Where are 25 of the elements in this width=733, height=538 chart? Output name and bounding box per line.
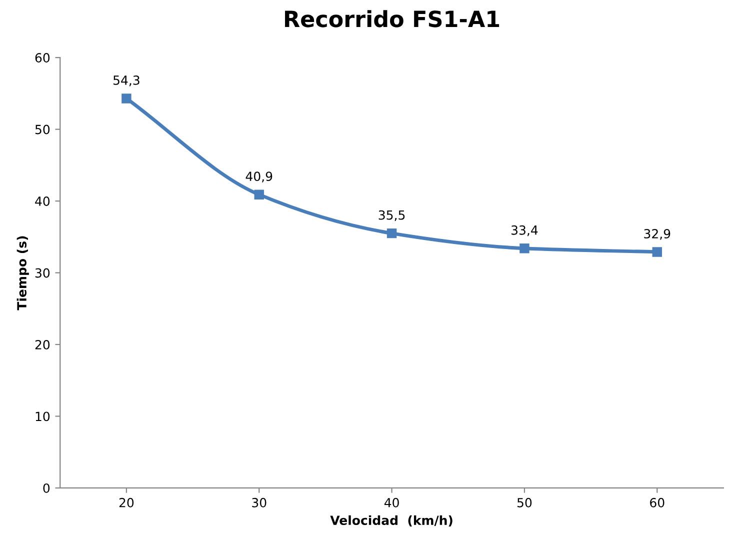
y-tick-label: 0	[43, 483, 50, 493]
x-tick-label: 50	[517, 498, 532, 508]
x-tick-label: 20	[119, 498, 134, 508]
data-label: 40,9	[246, 172, 272, 182]
chart-title: Recorrido FS1-A1	[285, 10, 500, 28]
y-tick-label: 60	[35, 53, 50, 62]
y-axis-title: Tiempo (s)	[16, 236, 29, 310]
x-tick-label: 30	[252, 498, 266, 508]
data-label: 35,5	[378, 210, 405, 222]
point	[520, 244, 530, 254]
data-label: 32,9	[644, 228, 670, 240]
point	[386, 228, 397, 238]
y-tick-label: 30	[35, 268, 50, 278]
x-tick-label: 40	[384, 498, 399, 508]
point	[122, 94, 132, 104]
y-tick-label: 50	[35, 124, 50, 134]
point	[254, 190, 264, 200]
x-tick-label: 60	[650, 498, 664, 508]
y-tick-label: 10	[36, 412, 50, 422]
data-label: 54,3	[113, 75, 140, 86]
x-axis-title: Velocidad (km/h)	[330, 515, 452, 526]
y-tick-label: 20	[35, 340, 50, 350]
point	[652, 247, 662, 257]
y-tick-label: 40	[35, 196, 50, 206]
data-label: 33,4	[512, 225, 538, 236]
